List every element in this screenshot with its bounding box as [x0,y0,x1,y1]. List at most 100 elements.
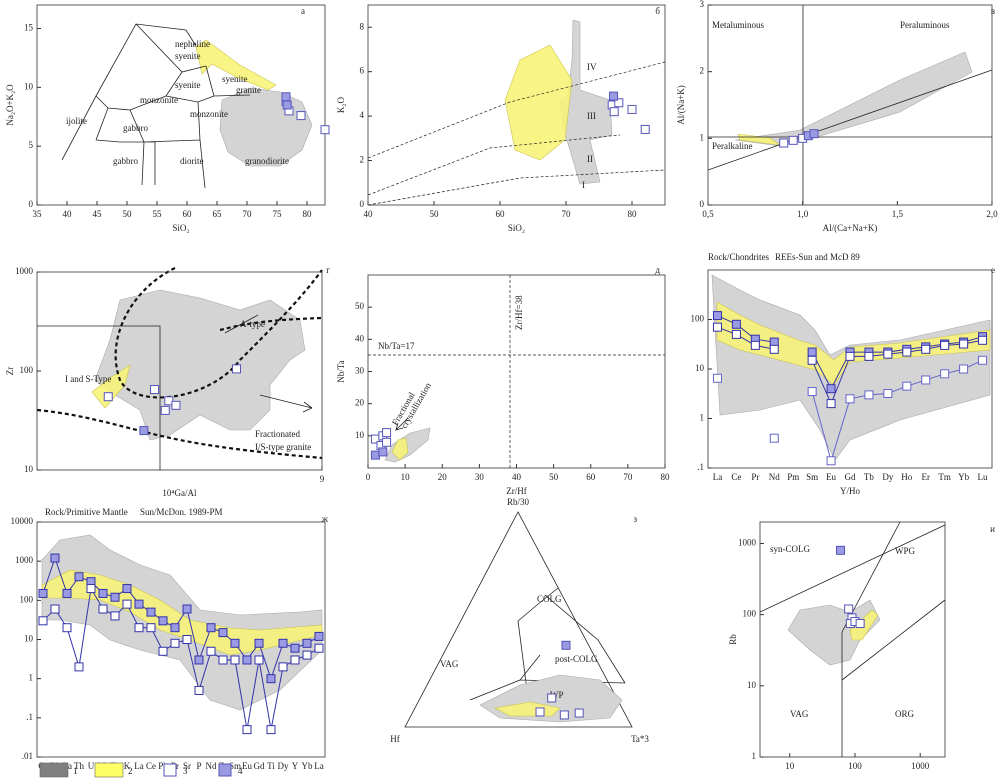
data-point [826,384,836,394]
x-tick-label: 65 [213,209,223,219]
annotation: ORG [895,709,915,719]
field [504,44,573,161]
data-point [314,631,324,641]
y-tick-label: 1000 [15,555,34,565]
data-point [959,339,969,349]
y-axis-label: Zr [5,367,15,376]
annotation: REEs-Sun and McD 89 [775,252,860,262]
data-point [712,373,722,383]
data-point [826,399,836,409]
data-point [134,599,144,609]
y-tick-label: 1 [700,132,705,142]
annotation: ijolite [66,116,87,126]
annotation: monzonite [190,109,228,119]
data-point [826,456,836,466]
x-tick-label: 45 [93,209,103,219]
data-point [769,344,779,354]
y-tick-label: 30 [355,366,365,376]
y-tick-label: 2 [360,155,365,165]
data-point [921,375,931,385]
data-point [314,643,324,653]
x-tick-label: Sr [183,761,191,771]
x-tick-label: Pm [787,472,799,482]
data-point [807,355,817,365]
y-tick-label: 40 [355,333,365,343]
data-point [278,638,288,648]
annotation: VAG [790,709,809,719]
data-point [712,322,722,332]
y-tick-label: 1 [29,673,34,683]
field [391,437,409,461]
annotation: post-COLG [555,654,598,664]
data-point [320,125,330,135]
x-tick-label: 10 [785,761,795,771]
data-point [98,604,108,614]
y-tick-label: 10 [24,81,34,91]
annotation: granite [236,85,261,95]
annotation: III [587,111,596,121]
data-point [978,335,988,345]
data-point [788,135,798,145]
x-tick-label: 60 [183,209,193,219]
y-tick-label: 100 [691,314,705,324]
annotation: VAG [440,659,459,669]
data-point [302,650,312,660]
series-line [811,359,983,463]
y-tick-label: 1000 [15,266,34,276]
y-tick-label: 5 [29,140,34,150]
x-tick-label: Dy [882,472,893,482]
data-point [170,638,180,648]
x-tick-label: 50 [430,209,440,219]
x-axis-label: SiO₂ [508,223,525,233]
y-tick-label: 100 [20,594,34,604]
x-tick-label: 55 [153,209,163,219]
x-tick-label: 35 [33,209,43,219]
y-tick-label: 10 [355,430,365,440]
data-point [809,129,819,139]
x-tick-label: 10 [401,472,411,482]
data-point [940,369,950,379]
x-tick-label: Y [292,761,299,771]
annotation: WP [550,690,564,700]
x-tick-label: Yb [958,472,969,482]
x-tick-label: 0,5 [702,209,714,219]
x-axis-label: Zr/Hf [506,486,527,496]
annotation: Rock/Primitive Mantle [45,507,128,517]
x-tick-label: La [134,761,144,771]
arrow [395,417,409,432]
vertex-label: Hf [390,734,400,744]
annotation: nepheline [175,39,210,49]
x-tick-label: Th [74,761,84,771]
x-tick-label: Tm [938,472,951,482]
arrow [259,394,313,413]
series-line [42,587,320,730]
data-point [302,638,312,648]
data-point [38,616,48,626]
annotation: syenite [175,80,201,90]
x-tick-label: La [713,472,723,482]
panel-letter: д [655,265,660,275]
panel-letter: б [655,6,660,16]
annotation: gabbro [113,156,138,166]
y-tick-label: 50 [355,301,365,311]
x-tick-label: 30 [475,472,485,482]
x-tick-label: 0 [366,472,371,482]
data-point [194,655,204,665]
data-point [535,707,545,717]
annotation: syenite [175,51,201,61]
data-point [62,588,72,598]
field [384,427,431,463]
y-axis-label: Rb [728,634,738,645]
annotation: syenite [222,74,248,84]
data-point [282,100,292,110]
x-tick-label: Pr [751,472,759,482]
x-tick-label: 70 [623,472,633,482]
x-tick-label: 40 [63,209,73,219]
data-point [609,107,619,117]
y-tick-label: 100 [743,609,757,619]
x-tick-label: 60 [586,472,596,482]
field [219,87,313,167]
x-tick-label: 20 [438,472,448,482]
y-tick-label: 10 [24,464,34,474]
field [787,599,881,666]
